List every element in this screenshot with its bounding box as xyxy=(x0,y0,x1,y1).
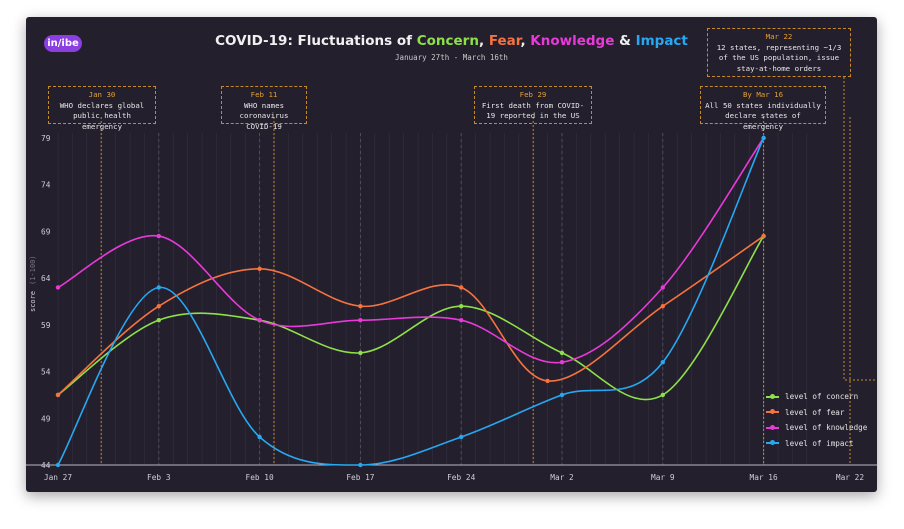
data-point-knowledge xyxy=(660,285,665,290)
data-point-concern xyxy=(459,303,464,309)
data-point-fear xyxy=(660,303,665,309)
data-point-fear xyxy=(156,303,161,309)
title-word-impact: Impact xyxy=(635,33,688,49)
title-sep-3: & xyxy=(614,33,636,49)
annotation-text: 12 states, representing ~1/3 of the US p… xyxy=(716,42,842,73)
title-word-concern: Concern xyxy=(416,33,479,49)
annotation-date: Mar 22 xyxy=(765,32,793,41)
data-point-knowledge xyxy=(459,317,464,323)
data-point-knowledge xyxy=(257,317,262,323)
data-point-impact xyxy=(459,434,464,440)
data-point-impact xyxy=(257,434,262,440)
annotation-feb29: Feb 29 First death from COVID-19 reporte… xyxy=(474,86,592,124)
y-tick-label: 64 xyxy=(41,274,51,283)
y-axis-label: score xyxy=(29,291,37,312)
y-tick-label: 69 xyxy=(41,227,51,236)
data-point-impact xyxy=(559,392,565,398)
data-point-fear xyxy=(257,266,262,271)
grid-layer xyxy=(26,133,877,466)
annotation-date: Jan 30 xyxy=(88,90,116,99)
legend-swatch xyxy=(766,440,779,446)
legend-swatch xyxy=(766,393,779,399)
data-point-impact xyxy=(660,360,665,365)
x-tick-label: Mar 22 xyxy=(836,473,864,482)
data-point-knowledge xyxy=(559,360,565,365)
y-tick-label: 59 xyxy=(41,321,51,330)
data-point-concern xyxy=(559,350,565,356)
chart-card: Jan 27 Feb 3 Feb 10 Feb 17 Feb 24 Mar 2 Mar 9 M… xyxy=(26,17,877,492)
title-word-fear: Fear xyxy=(488,33,521,49)
x-tick-label: Feb 17 xyxy=(346,473,374,482)
x-tick-label: Mar 16 xyxy=(750,473,778,482)
invibe-logo: in/ibe xyxy=(44,35,82,52)
series-points xyxy=(55,135,766,468)
title-word-knowledge: Knowledge xyxy=(530,33,615,49)
data-point-fear xyxy=(761,233,766,239)
data-point-impact xyxy=(55,462,61,468)
data-point-impact xyxy=(761,135,766,141)
data-point-impact xyxy=(156,285,161,290)
annotation-mar16: By Mar 16 All 50 states individually dec… xyxy=(700,86,826,131)
data-point-knowledge xyxy=(156,233,161,239)
x-tick-label: Feb 3 xyxy=(147,473,171,482)
annotation-text: All 50 states individually declare state… xyxy=(705,100,821,131)
annotation-date: Feb 29 xyxy=(519,90,547,99)
legend-label: level of knowledge xyxy=(785,423,868,433)
series-line-impact xyxy=(57,137,765,466)
legend-label: level of fear xyxy=(785,407,845,417)
x-tick-label: Jan 27 xyxy=(44,473,72,482)
title-sep-2: , xyxy=(520,33,531,49)
y-tick-label: 54 xyxy=(41,368,51,377)
x-tick-label: Feb 10 xyxy=(246,473,274,482)
y-tick-label: 74 xyxy=(41,181,51,190)
chart-title: COVID-19: Fluctuations of Concern, Fear,… xyxy=(26,33,877,49)
chart-svg: Jan 27 Feb 3 Feb 10 Feb 17 Feb 24 Mar 2 Mar 9 M… xyxy=(26,77,877,482)
title-sep-1: , xyxy=(478,33,489,49)
data-point-fear xyxy=(55,392,61,398)
legend-label: level of impact xyxy=(785,438,854,448)
data-point-concern xyxy=(358,350,363,356)
annotation-jan30: Jan 30 WHO declares global public health… xyxy=(48,86,156,131)
x-tick-label: Mar 2 xyxy=(550,473,574,482)
legend-item-fear: level of fear xyxy=(766,405,867,421)
x-tick-label: Feb 24 xyxy=(447,473,475,482)
legend-item-impact: level of impact xyxy=(766,436,867,452)
chart-subtitle: January 27th - March 16th xyxy=(395,53,508,62)
event-connector xyxy=(843,77,877,381)
data-point-concern xyxy=(156,317,161,323)
legend-label: level of concern xyxy=(785,392,859,402)
event-lines xyxy=(100,77,877,465)
series-line-fear xyxy=(57,235,765,396)
x-tick-label: Mar 9 xyxy=(651,473,675,482)
data-point-impact xyxy=(358,462,363,468)
y-tick-label: 44 xyxy=(41,461,51,470)
legend-swatch xyxy=(766,409,779,415)
y-tick-label: 79 xyxy=(41,134,51,143)
annotation-feb11: Feb 11 WHO names coronavirus COVID-19 xyxy=(221,86,307,131)
y-axis-unit: (1-100) xyxy=(29,255,37,285)
data-point-fear xyxy=(545,378,550,384)
legend-swatch xyxy=(766,424,779,430)
annotation-text: First death from COVID-19 reported in th… xyxy=(481,100,585,121)
axis-ticks: Jan 27 Feb 3 Feb 10 Feb 17 Feb 24 Mar 2 Mar 9 M… xyxy=(29,134,864,482)
data-point-knowledge xyxy=(55,285,61,290)
annotation-text: WHO declares global public health emerge… xyxy=(59,100,145,131)
data-point-fear xyxy=(459,285,464,290)
data-point-knowledge xyxy=(358,317,363,323)
y-tick-label: 49 xyxy=(41,414,51,423)
annotation-date: Feb 11 xyxy=(250,90,278,99)
series-lines xyxy=(57,137,765,466)
annotation-mar22: Mar 22 12 states, representing ~1/3 of t… xyxy=(707,28,851,77)
legend-item-concern: level of concern xyxy=(766,389,867,405)
legend-item-knowledge: level of knowledge xyxy=(766,420,867,436)
data-point-fear xyxy=(358,303,363,309)
title-prefix: COVID-19: Fluctuations of xyxy=(215,33,417,49)
chart-legend: level of concern level of fear level of … xyxy=(766,389,867,451)
data-point-concern xyxy=(660,392,665,398)
annotation-text: WHO names coronavirus COVID-19 xyxy=(239,100,289,131)
annotation-date: By Mar 16 xyxy=(742,90,784,99)
